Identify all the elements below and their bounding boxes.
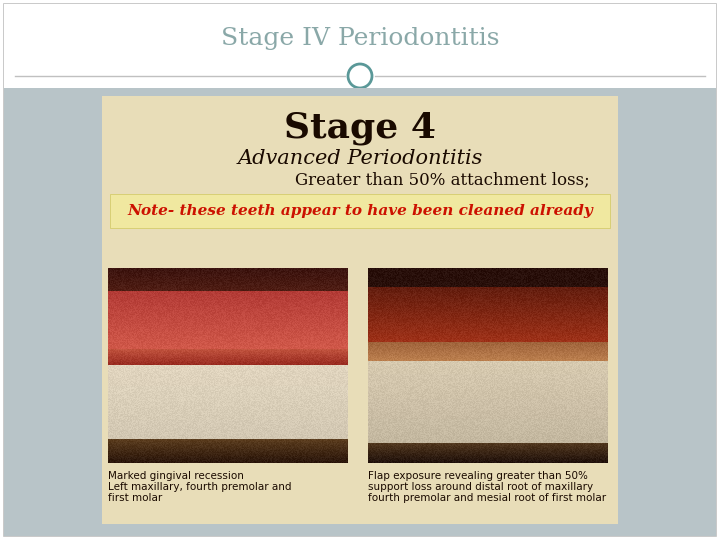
Bar xyxy=(102,96,618,524)
FancyBboxPatch shape xyxy=(4,4,716,536)
Bar xyxy=(4,4,716,92)
Text: Marked gingival recession: Marked gingival recession xyxy=(108,471,244,481)
Text: Flap exposure revealing greater than 50%: Flap exposure revealing greater than 50% xyxy=(368,471,588,481)
Bar xyxy=(4,88,716,536)
Text: support loss around distal root of maxillary: support loss around distal root of maxil… xyxy=(368,482,593,492)
Text: Advanced Periodontitis: Advanced Periodontitis xyxy=(238,148,482,167)
Text: Note- these teeth appear to have been cleaned already: Note- these teeth appear to have been cl… xyxy=(127,204,593,218)
Bar xyxy=(110,194,610,228)
Text: Stage 4: Stage 4 xyxy=(284,111,436,145)
Text: Left maxillary, fourth premolar and: Left maxillary, fourth premolar and xyxy=(108,482,292,492)
Text: first molar: first molar xyxy=(108,493,162,503)
Text: fourth premolar and mesial root of first molar: fourth premolar and mesial root of first… xyxy=(368,493,606,503)
Text: Stage IV Periodontitis: Stage IV Periodontitis xyxy=(221,26,499,50)
Text: Greater than 50% attachment loss;: Greater than 50% attachment loss; xyxy=(295,172,590,188)
